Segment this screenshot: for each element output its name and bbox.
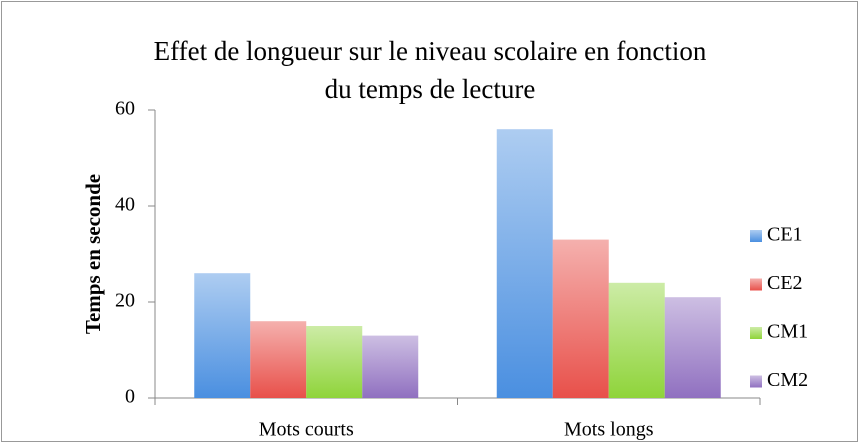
y-axis-label: Temps en seconde	[81, 174, 105, 334]
y-tick-label: 20	[115, 290, 135, 312]
bar	[306, 326, 363, 398]
legend-swatch	[750, 278, 762, 291]
y-tick-label: 60	[115, 98, 135, 120]
legend-swatch	[750, 327, 762, 339]
y-tick-label: 0	[125, 386, 135, 408]
x-tick-label: Mots courts	[259, 419, 354, 441]
legend-label: CE1	[767, 224, 803, 246]
y-tick-label: 40	[115, 194, 135, 216]
bar	[496, 129, 553, 398]
bar	[552, 239, 609, 398]
legend-swatch	[750, 375, 762, 388]
chart-title: Effet de longueur sur le niveau scolaire…	[153, 36, 707, 104]
bar	[608, 282, 665, 398]
legend-swatch	[750, 230, 762, 242]
x-tick-label: Mots longs	[564, 419, 654, 441]
legend-label: CM2	[767, 369, 808, 391]
bar	[194, 273, 251, 398]
bar	[664, 297, 721, 398]
legend-label: CE2	[767, 272, 803, 294]
bar	[362, 335, 419, 398]
bar	[250, 321, 307, 398]
legend-label: CM1	[767, 321, 808, 343]
